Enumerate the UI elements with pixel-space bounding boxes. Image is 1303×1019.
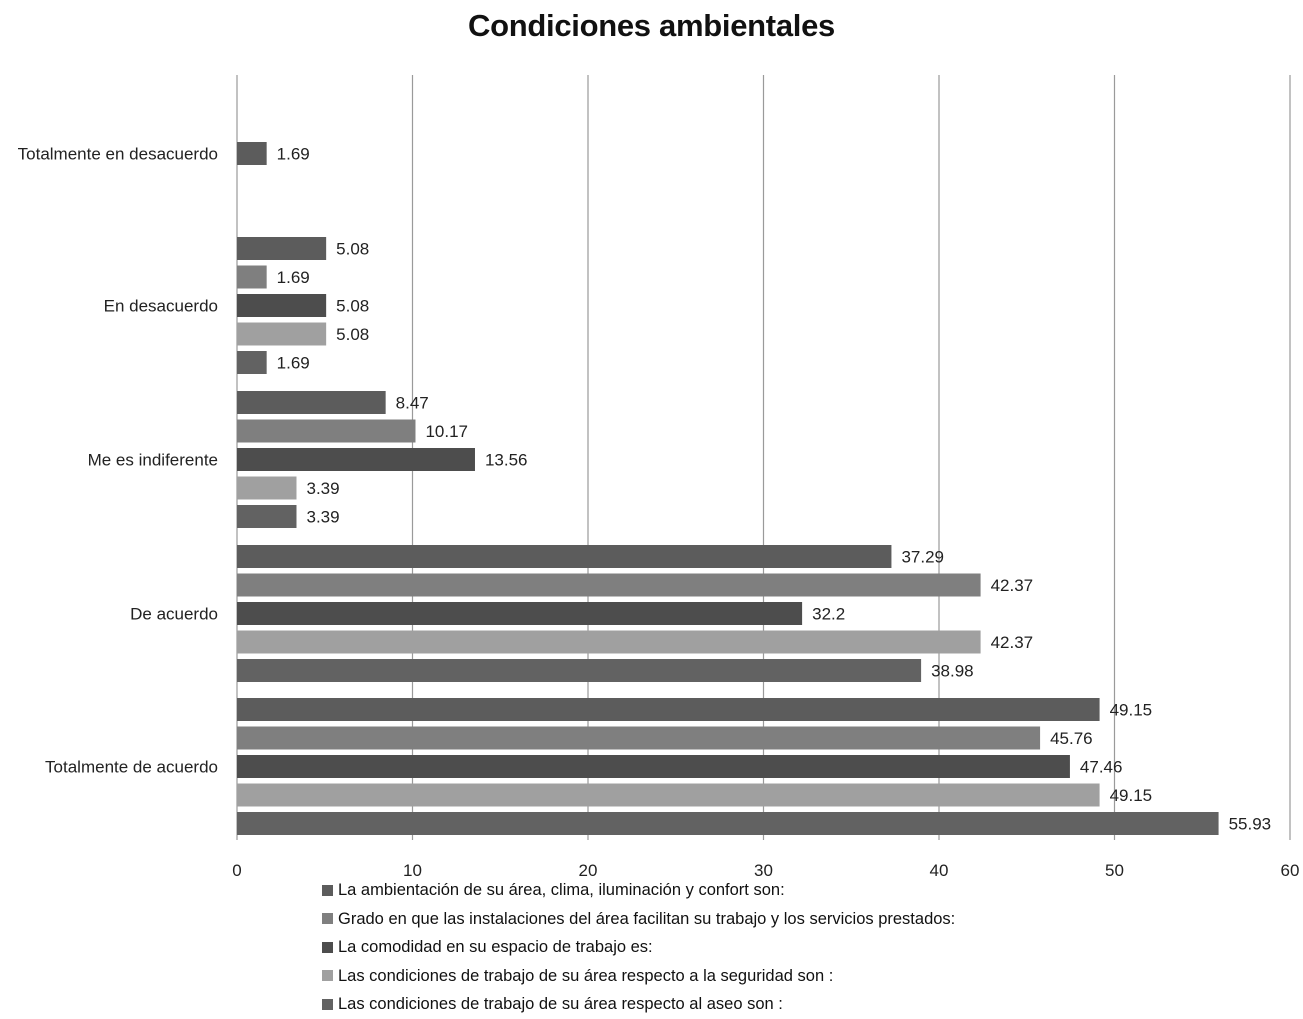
category-label: Totalmente en desacuerdo — [18, 145, 218, 164]
bar — [237, 630, 981, 654]
data-label: 3.39 — [306, 508, 339, 527]
legend-label: La comodidad en su espacio de trabajo es… — [338, 938, 653, 956]
x-tick-label: 50 — [1105, 861, 1124, 880]
data-label: 8.47 — [396, 394, 429, 413]
data-label: 49.15 — [1110, 701, 1153, 720]
data-label: 49.15 — [1110, 786, 1153, 805]
data-label: 47.46 — [1080, 758, 1123, 777]
bar — [237, 419, 416, 443]
legend-swatch — [322, 998, 333, 1010]
data-label: 5.08 — [336, 240, 369, 259]
legend-item: La comodidad en su espacio de trabajo es… — [322, 933, 1282, 962]
chart-title: Condiciones ambientales — [468, 8, 835, 43]
bar — [237, 726, 1041, 750]
category-label: De acuerdo — [130, 605, 218, 624]
bar — [237, 659, 922, 682]
bar — [237, 602, 803, 625]
data-label: 37.29 — [901, 548, 944, 567]
x-tick-label: 0 — [232, 861, 241, 880]
category-label: Totalmente de acuerdo — [45, 758, 218, 777]
data-label: 32.2 — [812, 605, 845, 624]
data-label: 5.08 — [336, 297, 369, 316]
bar — [237, 573, 981, 597]
data-label: 42.37 — [991, 633, 1034, 652]
legend-label: La ambientación de su área, clima, ilumi… — [338, 881, 785, 899]
legend-label: Grado en que las instalaciones del área … — [338, 909, 956, 928]
data-label: 55.93 — [1229, 815, 1272, 834]
data-label: 5.08 — [336, 325, 369, 344]
data-label: 42.37 — [991, 576, 1034, 595]
data-label: 10.17 — [425, 422, 468, 441]
bar — [237, 294, 327, 317]
legend-swatch — [322, 941, 333, 953]
legend-swatch — [322, 884, 333, 896]
x-tick-label: 30 — [754, 861, 773, 880]
x-tick-label: 40 — [930, 861, 949, 880]
data-label: 1.69 — [277, 268, 310, 287]
data-label: 38.98 — [931, 662, 974, 681]
bar — [237, 265, 267, 289]
bar — [237, 142, 267, 165]
bar — [237, 322, 327, 346]
x-tick-label: 60 — [1281, 861, 1300, 880]
bar — [237, 755, 1070, 778]
legend-swatch — [322, 913, 333, 925]
legend-item: Grado en que las instalaciones del área … — [322, 905, 1282, 934]
category-label: Me es indiferente — [88, 451, 218, 470]
data-label: 1.69 — [277, 354, 310, 373]
x-tick-label: 10 — [403, 861, 422, 880]
x-tick-label: 20 — [579, 861, 598, 880]
bar — [237, 698, 1100, 721]
data-label: 45.76 — [1050, 729, 1093, 748]
chart-legend: La ambientación de su área, clima, ilumi… — [322, 876, 1282, 1019]
legend-item: La ambientación de su área, clima, ilumi… — [322, 876, 1282, 905]
legend-item: Las condiciones de trabajo de su área re… — [322, 990, 1282, 1019]
category-label: En desacuerdo — [104, 297, 218, 316]
legend-swatch — [322, 970, 333, 982]
data-label: 1.69 — [277, 145, 310, 164]
bar — [237, 783, 1100, 807]
bar — [237, 545, 892, 568]
data-label: 13.56 — [485, 451, 528, 470]
data-label: 3.39 — [306, 479, 339, 498]
bar — [237, 448, 475, 471]
legend-label: Las condiciones de trabajo de su área re… — [338, 966, 834, 985]
bar — [237, 505, 297, 528]
legend-item: Las condiciones de trabajo de su área re… — [322, 962, 1282, 991]
bar — [237, 237, 327, 260]
legend-label: Las condiciones de trabajo de su área re… — [338, 995, 783, 1013]
bar — [237, 391, 386, 414]
bar — [237, 476, 297, 500]
bar — [237, 812, 1219, 835]
bar — [237, 351, 267, 374]
